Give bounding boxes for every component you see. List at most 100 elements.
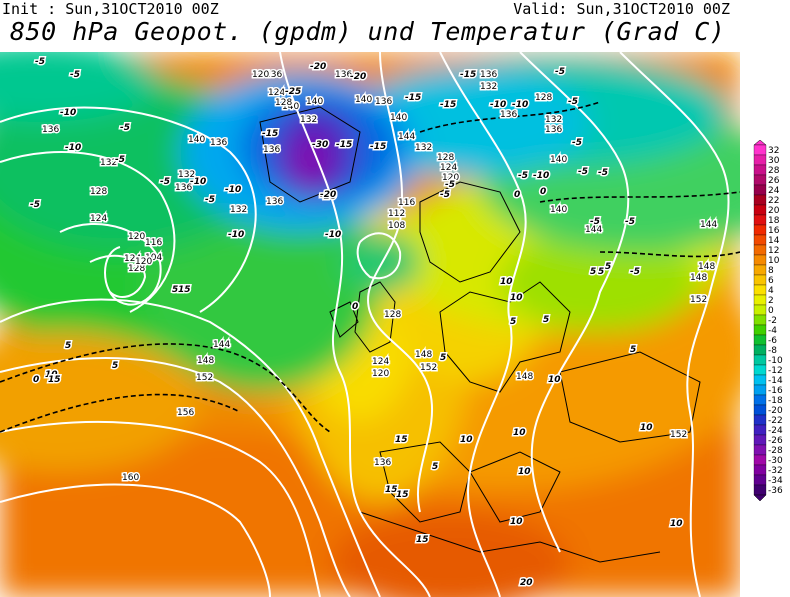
legend-swatch (753, 204, 767, 216)
geopotential-label: 132 (480, 82, 497, 92)
legend-label: 8 (768, 266, 774, 276)
map-title: 850 hPa Geopot. (gpdm) und Temperatur (G… (10, 17, 726, 46)
legend-label: 18 (768, 216, 780, 226)
temperature-label: -30 (312, 140, 328, 150)
temperature-label: 15 (178, 285, 191, 295)
geopotential-label: 140 (550, 155, 567, 165)
geopotential-label: 116 (398, 198, 415, 208)
temperature-label: -5 (555, 67, 565, 77)
geopotential-label: 120 (442, 173, 459, 183)
temperature-label: 5 (432, 462, 438, 472)
legend-label: -26 (768, 436, 783, 446)
temperature-label: 15 (48, 375, 61, 385)
geopotential-label: 124 (268, 88, 285, 98)
geopotential-label: 136 (500, 110, 517, 120)
legend-label: 10 (768, 256, 780, 266)
geopotential-label: 104 (145, 253, 162, 263)
temperature-label: 5 (605, 262, 611, 272)
temperature-label: -5 (578, 167, 588, 177)
legend-label: -28 (768, 446, 783, 456)
temperature-label: 0 (514, 190, 520, 200)
legend-swatch (753, 304, 767, 316)
legend-swatch (753, 354, 767, 366)
temperature-label: 10 (640, 423, 653, 433)
geopotential-label: 144 (213, 340, 230, 350)
legend-swatch (753, 284, 767, 296)
temperature-legend: 32302826242220181614121086420-2-4-6-8-10… (753, 140, 783, 502)
temperature-label: -20 (310, 62, 326, 72)
temperature-label: -10 (512, 100, 528, 110)
legend-swatch (753, 434, 767, 446)
temperature-label: 0 (33, 375, 39, 385)
temperature-label: -5 (205, 195, 215, 205)
legend-label: 28 (768, 166, 780, 176)
temperature-label: 5 (598, 267, 604, 277)
legend-label: 16 (768, 226, 780, 236)
temperature-label: -10 (225, 185, 241, 195)
temperature-label: 10 (510, 517, 523, 527)
geopotential-label: 148 (197, 356, 214, 366)
legend-swatch (753, 184, 767, 196)
temperature-label: 5 (65, 341, 71, 351)
geopotential-label: 132 (415, 143, 432, 153)
temperature-label: 5 (440, 353, 446, 363)
temperature-label: -10 (60, 108, 76, 118)
legend-label: -22 (768, 416, 783, 426)
temperature-label: -15 (370, 142, 386, 152)
legend-label: -24 (768, 426, 783, 436)
geopotential-label: 128 (384, 310, 401, 320)
geopotential-label: 152 (670, 430, 687, 440)
legend-swatch (753, 414, 767, 426)
geopotential-label: 116 (145, 238, 162, 248)
geopotential-label: 124 (124, 254, 141, 264)
legend-swatch (753, 174, 767, 186)
temperature-label: 10 (510, 293, 523, 303)
temperature-label: 10 (548, 375, 561, 385)
legend-label: -2 (768, 316, 777, 326)
legend-swatch (753, 324, 767, 336)
legend-swatch (753, 334, 767, 346)
legend-label: 6 (768, 276, 774, 286)
legend-swatch (753, 444, 767, 456)
temperature-label: -5 (630, 267, 640, 277)
legend-swatch (753, 474, 767, 486)
geopotential-label: 140 (355, 95, 372, 105)
legend-swatch (753, 254, 767, 266)
legend-label: -12 (768, 366, 783, 376)
legend-arrow-top (753, 140, 767, 146)
temperature-label: -20 (320, 192, 336, 202)
geopotential-label: 136 (545, 125, 562, 135)
temperature-label: 5 (172, 285, 178, 295)
temperature-label: -5 (572, 138, 582, 148)
geopotential-label: 152 (420, 363, 437, 373)
legend-label: -20 (768, 406, 783, 416)
temperature-label: 10 (513, 428, 526, 438)
geopotential-label: 156 (177, 408, 194, 418)
legend-label: 14 (768, 236, 780, 246)
legend-label: 20 (768, 206, 780, 216)
legend-swatch (753, 194, 767, 206)
geopotential-label: 132 (100, 158, 117, 168)
legend-swatch (753, 214, 767, 226)
legend-label: -30 (768, 456, 783, 466)
temperature-label: -5 (625, 217, 635, 227)
geopotential-contours (0, 52, 730, 597)
temperature-label: 10 (45, 370, 58, 380)
legend-swatch (753, 264, 767, 276)
legend-label: -6 (768, 336, 777, 346)
temperature-label: 20 (520, 578, 533, 588)
legend-label: -14 (768, 376, 783, 386)
geopotential-label: 124 (90, 214, 107, 224)
legend-swatch (753, 144, 767, 156)
temperature-label: -5 (120, 123, 130, 133)
valid-time: Valid: Sun,31OCT2010 00Z (513, 0, 730, 18)
legend-swatch (753, 274, 767, 286)
legend-swatch (753, 364, 767, 376)
header-bar: Init : Sun,31OCT2010 00Z Valid: Sun,31OC… (0, 0, 790, 20)
legend-label: -16 (768, 386, 783, 396)
legend-swatch (753, 384, 767, 396)
geopotential-label: 144 (700, 220, 717, 230)
geopotential-label: 136 (374, 458, 391, 468)
